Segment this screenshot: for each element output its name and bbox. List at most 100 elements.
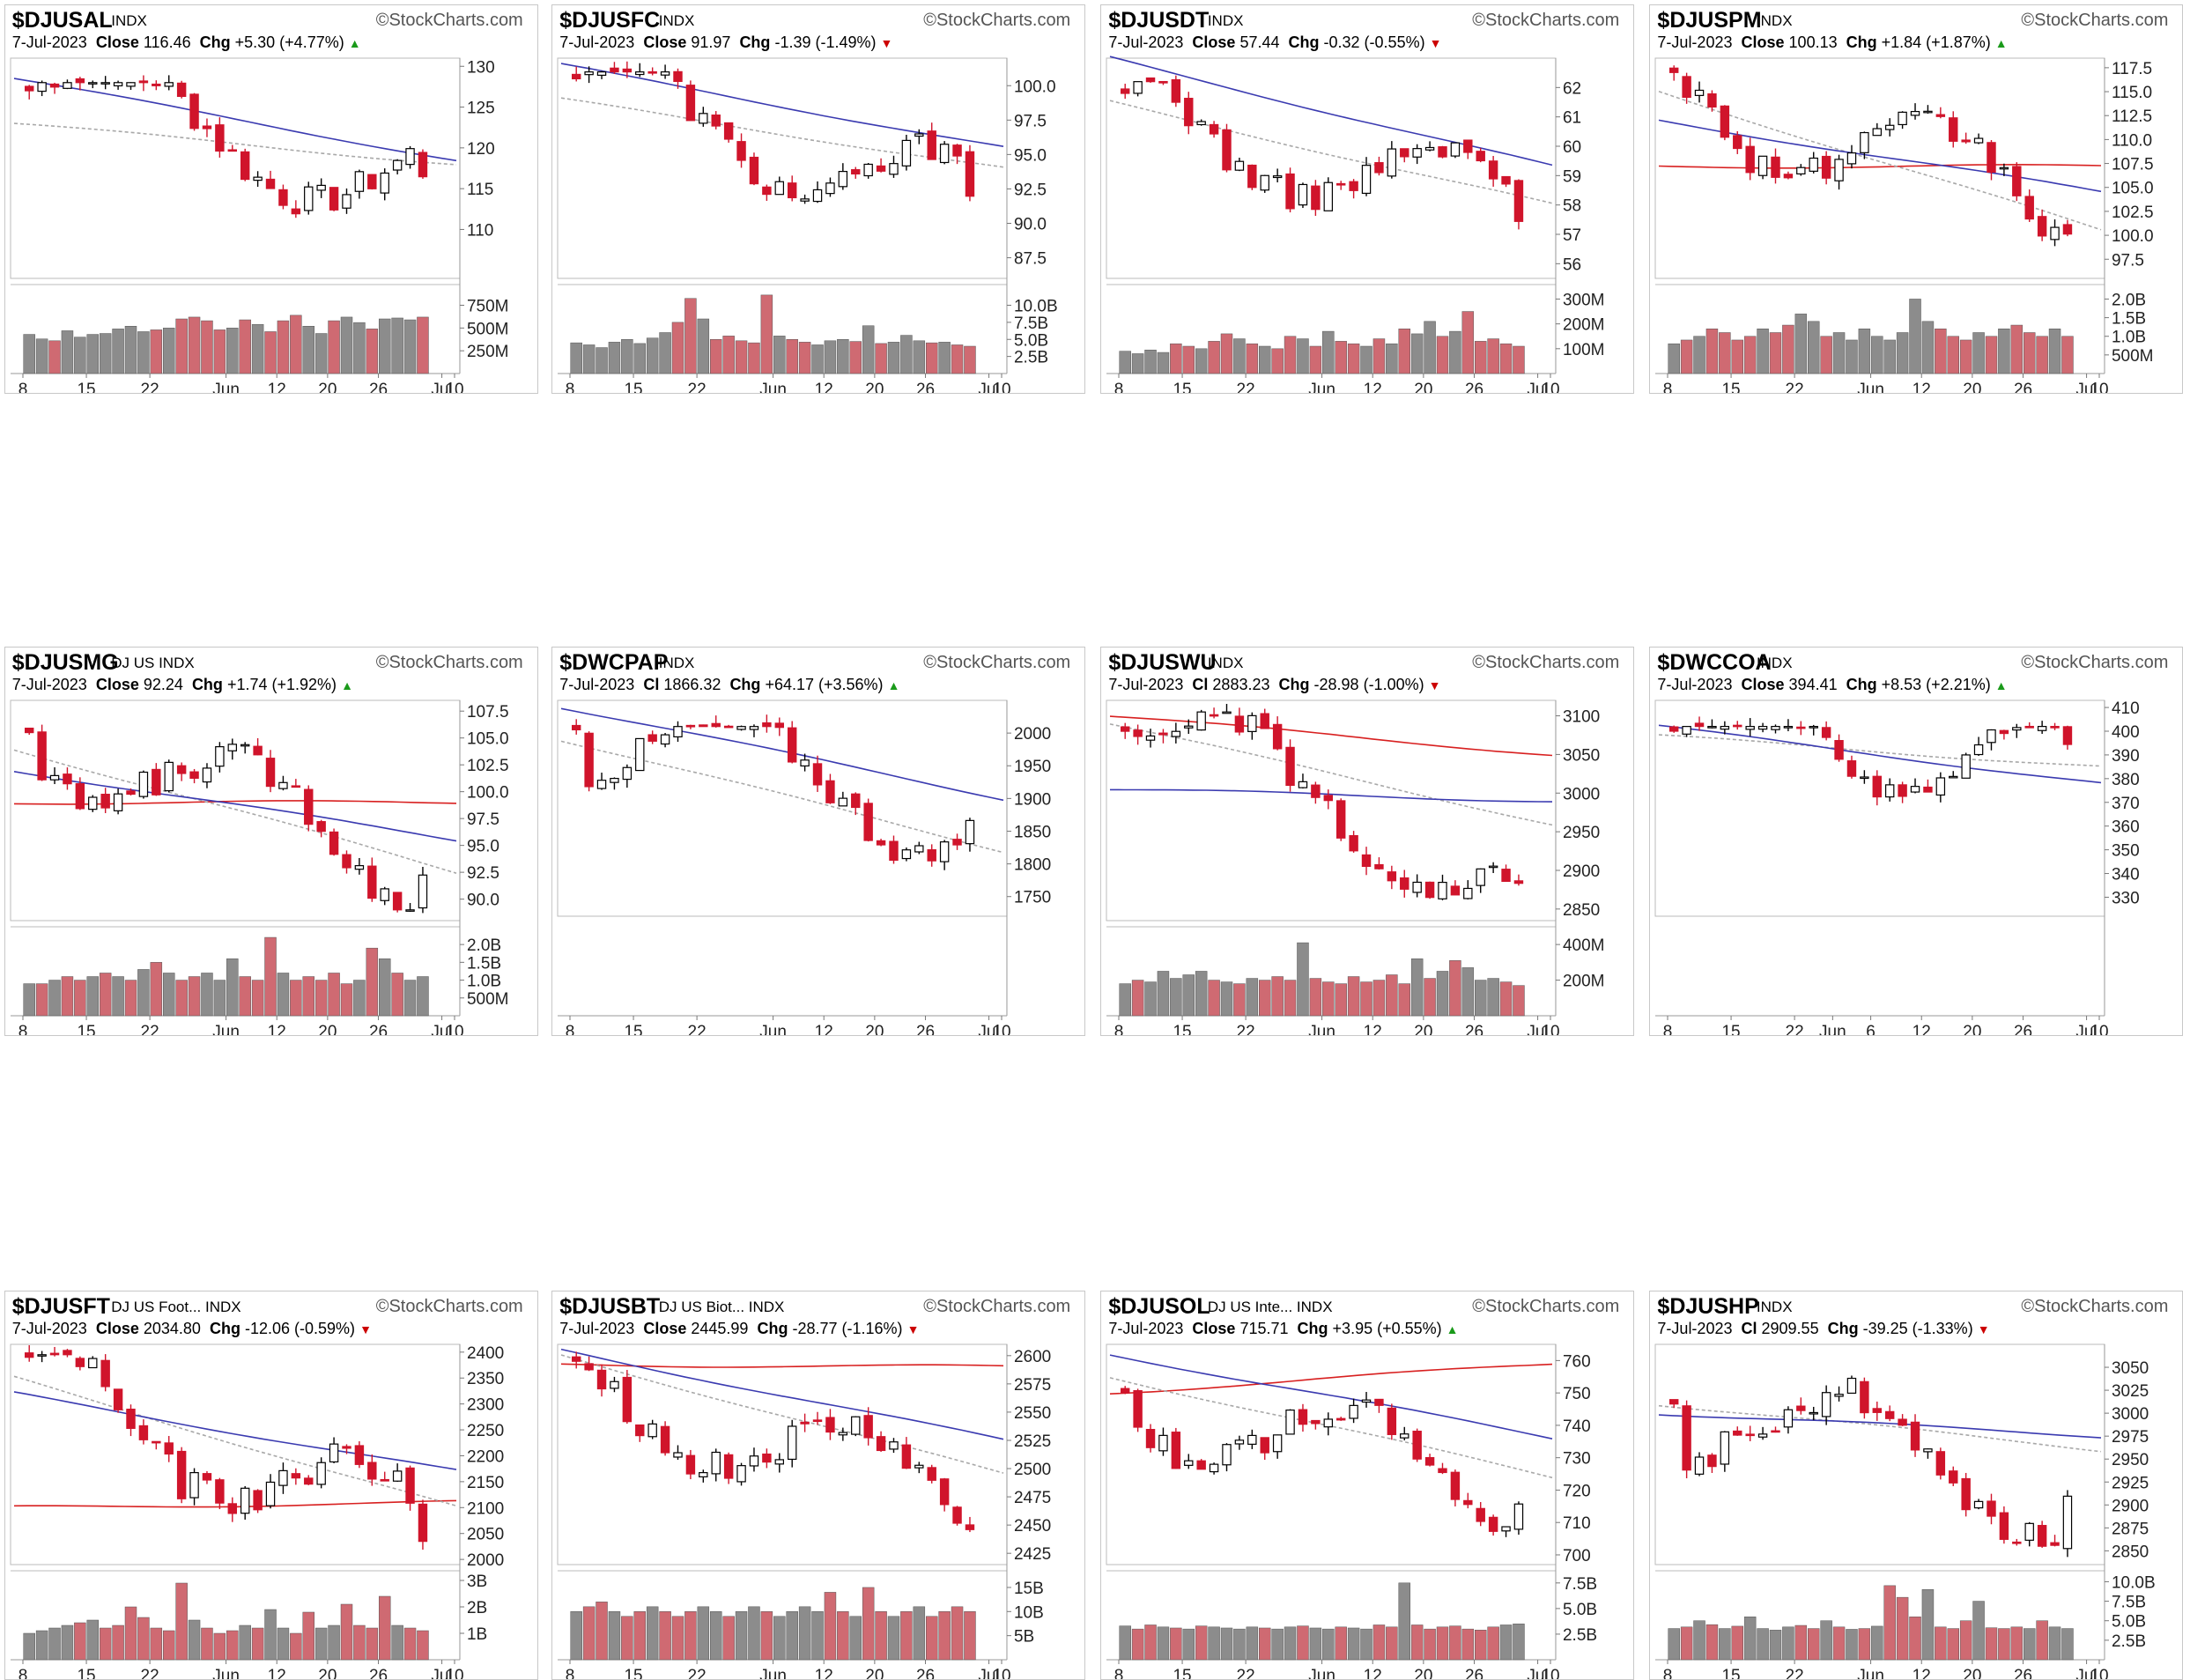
price-tick-label: 58 bbox=[1563, 196, 1581, 215]
volume-bar bbox=[352, 1624, 366, 1661]
volume-bar bbox=[124, 1606, 137, 1661]
chart-panel[interactable]: $DWCPAP INDX ©StockCharts.com 7-Jul-2023 Cl… bbox=[551, 647, 1086, 1037]
price-tick-label: 61 bbox=[1563, 108, 1581, 127]
candle-body bbox=[673, 70, 683, 82]
chart-panel[interactable]: $DJUSAL INDX ©StockCharts.com 7-Jul-2023 Cl… bbox=[4, 4, 538, 394]
candle-body bbox=[1146, 736, 1156, 741]
price-tick-label: 110 bbox=[467, 221, 493, 240]
volume-tick-label: 7.5B bbox=[1563, 1575, 1597, 1594]
volume-bar bbox=[86, 976, 99, 1017]
volume-bar bbox=[302, 976, 314, 1017]
price-tick-label: 2000 bbox=[1014, 725, 1051, 744]
volume-bar bbox=[2036, 336, 2049, 374]
x-tick-label: 10 bbox=[2090, 1667, 2109, 1680]
x-tick-label: 10 bbox=[993, 1667, 1011, 1680]
chart-panel[interactable]: $DJUSFT DJ US Foot... INDX ©StockCharts.co… bbox=[4, 1291, 538, 1680]
ma50-line bbox=[1110, 56, 1553, 166]
chart-panel[interactable]: $DWCCOA INDX ©StockCharts.com 7-Jul-2023 Cl… bbox=[1649, 647, 2184, 1037]
volume-bar bbox=[811, 1611, 825, 1661]
candle-body bbox=[342, 1446, 351, 1449]
volume-bar bbox=[61, 976, 73, 1017]
volume-bar bbox=[1972, 332, 1986, 374]
volume-bar bbox=[1424, 321, 1437, 374]
price-tick-label: 350 bbox=[2112, 842, 2140, 861]
volume-bar bbox=[722, 335, 736, 374]
chart-panel[interactable]: $DJUSPM INDX ©StockCharts.com 7-Jul-2023 Cl… bbox=[1649, 4, 2184, 394]
candle-body bbox=[952, 1506, 963, 1524]
price-tick-label: 700 bbox=[1563, 1547, 1591, 1565]
candle-body bbox=[202, 1473, 211, 1481]
volume-bar bbox=[1373, 980, 1386, 1017]
candle-body bbox=[24, 85, 34, 92]
x-tick-label: 8 bbox=[1114, 1023, 1124, 1036]
volume-bar bbox=[1513, 345, 1526, 374]
candle-body bbox=[584, 70, 595, 76]
candle-body bbox=[1387, 871, 1397, 882]
volume-tick-label: 10.0B bbox=[2112, 1574, 2156, 1593]
candle-body bbox=[863, 163, 874, 176]
price-tick-label: 410 bbox=[2112, 699, 2140, 718]
volume-bar bbox=[352, 980, 366, 1017]
chart-panel[interactable]: $DJUSFC INDX ©StockCharts.com 7-Jul-2023 Cl… bbox=[551, 4, 1086, 394]
candle-body bbox=[1184, 97, 1194, 127]
x-tick-label: 15 bbox=[1722, 1023, 1741, 1036]
candle-body bbox=[711, 1452, 721, 1475]
candle-body bbox=[1669, 67, 1679, 73]
volume-bar bbox=[48, 980, 61, 1017]
candle-body bbox=[87, 796, 98, 810]
price-tick-label: 2550 bbox=[1014, 1404, 1051, 1423]
chart-panel[interactable]: $DJUSBT DJ US Biot... INDX ©StockCharts.co… bbox=[551, 1291, 1086, 1680]
volume-bar bbox=[1487, 1626, 1500, 1661]
candle-body bbox=[138, 80, 148, 84]
x-tick-label: Jul bbox=[431, 381, 452, 394]
candle-body bbox=[2000, 729, 2009, 735]
candle-body bbox=[1196, 711, 1207, 731]
x-tick-label: 12 bbox=[815, 1667, 833, 1680]
candle-body bbox=[354, 170, 364, 192]
volume-bar bbox=[1833, 332, 1846, 374]
x-tick-label: 20 bbox=[1415, 1667, 1433, 1680]
chart-panel[interactable]: $DJUSHP INDX ©StockCharts.com 7-Jul-2023 Cl… bbox=[1649, 1291, 2184, 1680]
price-tick-label: 100.0 bbox=[2112, 227, 2154, 246]
candle-body bbox=[366, 865, 377, 899]
candle-body bbox=[214, 1479, 225, 1504]
x-tick-label: 15 bbox=[77, 1023, 95, 1036]
x-tick-label: Jun bbox=[1309, 381, 1336, 394]
chart-panel[interactable]: $DJUSOL DJ US Inte... INDX ©StockCharts.co… bbox=[1100, 1291, 1635, 1680]
x-tick-label: 8 bbox=[1114, 381, 1124, 394]
candle-body bbox=[240, 151, 250, 180]
price-tick-label: 710 bbox=[1563, 1514, 1591, 1533]
candle-body bbox=[635, 738, 645, 772]
volume-bar bbox=[1297, 943, 1310, 1017]
volume-bar bbox=[1309, 345, 1322, 374]
price-tick-label: 105.0 bbox=[2112, 179, 2154, 197]
volume-bar bbox=[1719, 332, 1732, 374]
candle-body bbox=[914, 1464, 924, 1469]
candle-body bbox=[1222, 129, 1232, 171]
volume-bar bbox=[1208, 340, 1221, 374]
chart-panel[interactable]: $DJUSDT INDX ©StockCharts.com 7-Jul-2023 Cl… bbox=[1100, 4, 1635, 394]
x-tick-label: Jul bbox=[1528, 381, 1549, 394]
x-tick-label: 22 bbox=[140, 1023, 159, 1036]
volume-bar bbox=[1373, 1624, 1386, 1661]
candle-body bbox=[685, 84, 696, 122]
candle-body bbox=[1285, 746, 1296, 787]
price-tick-label: 390 bbox=[2112, 747, 2140, 766]
candle-body bbox=[138, 1425, 148, 1441]
candle-body bbox=[1476, 1507, 1486, 1522]
volume-bar bbox=[900, 335, 913, 374]
candle-body bbox=[736, 726, 747, 730]
volume-bar bbox=[1449, 960, 1461, 1017]
chart-panel[interactable]: $DJUSWU INDX ©StockCharts.com 7-Jul-2023 Cl… bbox=[1100, 647, 1635, 1037]
candle-body bbox=[342, 854, 351, 869]
chart-panel[interactable]: $DJUSMG DJ US INDX ©StockCharts.com 7-Jul-2… bbox=[4, 647, 538, 1037]
volume-bar bbox=[583, 344, 596, 374]
candle-body bbox=[1438, 882, 1448, 900]
volume-bar bbox=[570, 342, 583, 374]
volume-bar bbox=[1360, 345, 1373, 374]
volume-bar bbox=[61, 329, 73, 374]
candle-body bbox=[75, 783, 85, 810]
candle-body bbox=[2038, 1525, 2047, 1547]
x-tick-label: 12 bbox=[815, 1023, 833, 1036]
price-tick-label: 2100 bbox=[467, 1499, 504, 1518]
